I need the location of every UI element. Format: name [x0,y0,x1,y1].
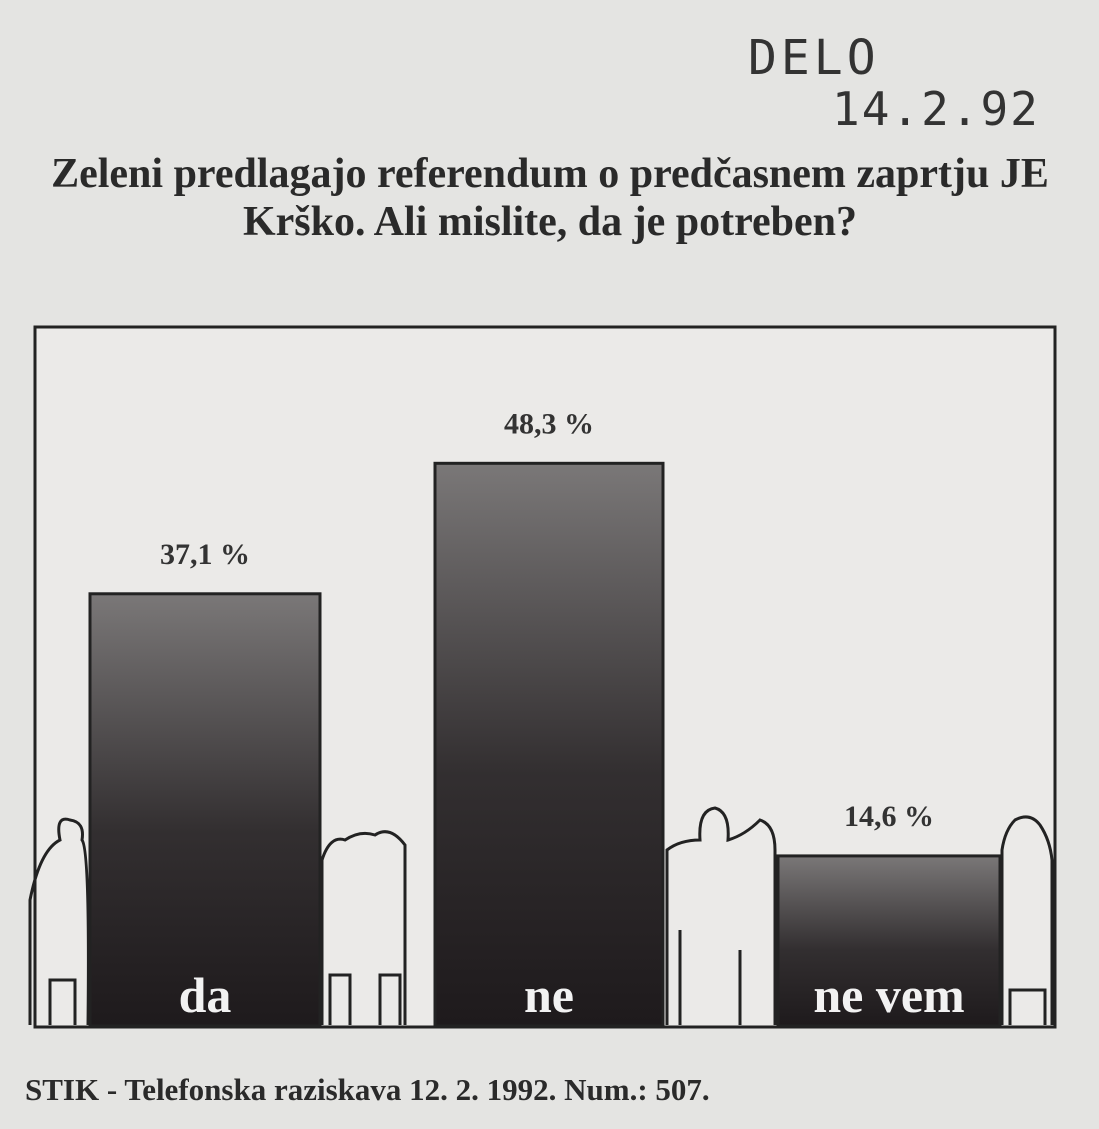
value-label: 37,1 % [160,538,250,571]
category-label: ne vem [813,967,964,1023]
source-note: STIK - Telefonska raziskava 12. 2. 1992.… [25,1072,710,1108]
category-label: ne [524,967,574,1023]
chart: 37,1 % da 48,3 % ne 14,6 % ne vem [0,0,1099,1129]
value-label: 14,6 % [844,800,934,833]
bar [90,594,320,1026]
value-label: 48,3 % [504,407,594,440]
bar [435,463,663,1026]
page: {"chart_data": {"type": "bar", "annotati… [0,0,1099,1129]
category-label: da [179,967,232,1023]
